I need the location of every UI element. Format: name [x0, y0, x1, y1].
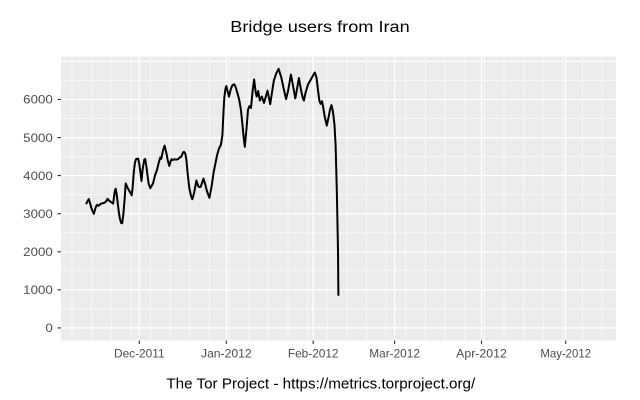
svg-text:6000: 6000 — [23, 94, 53, 107]
svg-text:Jan-2012: Jan-2012 — [201, 348, 252, 361]
svg-text:May-2012: May-2012 — [540, 348, 591, 361]
svg-text:Dec-2011: Dec-2011 — [114, 348, 165, 361]
svg-text:1000: 1000 — [23, 284, 53, 297]
svg-text:The Tor Project - https://metr: The Tor Project - https://metrics.torpro… — [166, 377, 475, 393]
svg-text:3000: 3000 — [23, 208, 53, 221]
svg-text:5000: 5000 — [23, 132, 53, 145]
svg-text:Mar-2012: Mar-2012 — [369, 348, 420, 361]
svg-text:Apr-2012: Apr-2012 — [456, 348, 507, 361]
svg-text:0: 0 — [45, 322, 52, 335]
svg-text:Feb-2012: Feb-2012 — [288, 348, 339, 361]
svg-text:4000: 4000 — [23, 170, 53, 183]
svg-text:2000: 2000 — [23, 246, 53, 259]
svg-text:Bridge users from Iran: Bridge users from Iran — [230, 19, 409, 36]
